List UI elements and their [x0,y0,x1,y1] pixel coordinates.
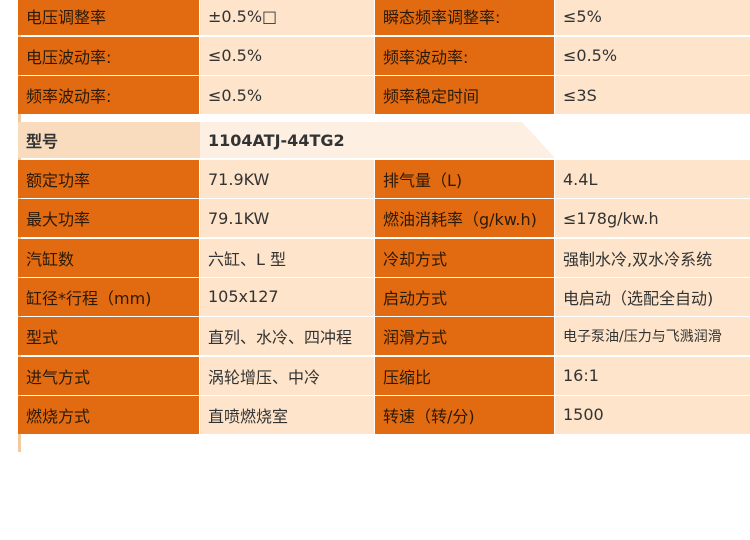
model-label: 型号 [26,132,59,151]
field-label: 电压波动率: [18,36,199,75]
field-label: 润滑方式 [375,317,554,356]
field-value: 16:1 [555,356,750,395]
field-label: 瞬态频率调整率: [375,0,554,35]
field-value: 电子泵油/压力与飞溅润滑 [555,317,750,356]
field-label: 燃烧方式 [18,395,199,434]
field-value: 105x127 [200,277,374,316]
field-label: 最大功率 [18,199,199,238]
field-value: 涡轮增压、中冷 [200,356,374,395]
field-value: 电启动（选配全自动) [555,277,750,316]
field-value: ±0.5%□ [200,0,374,35]
field-label: 冷却方式 [375,238,554,277]
field-label: 启动方式 [375,277,554,316]
field-label: 汽缸数 [18,238,199,277]
field-value: ≤3S [555,76,750,114]
field-value: 71.9KW [200,160,374,198]
field-label: 频率稳定时间 [375,76,554,114]
field-label: 电压调整率 [18,0,199,35]
field-value: 4.4L [555,160,750,198]
field-value: 强制水冷,双水冷系统 [555,238,750,277]
field-label: 频率波动率: [18,76,199,114]
field-label: 转速（转/分) [375,395,554,434]
field-value: ≤0.5% [200,36,374,75]
field-value: ≤5% [555,0,750,35]
field-label: 压缩比 [375,356,554,395]
field-label: 额定功率 [18,160,199,198]
field-value: 79.1KW [200,199,374,238]
model-value: 1104ATJ-44TG2 [208,130,345,150]
field-label: 燃油消耗率（g/kw.h) [375,199,554,238]
field-label: 进气方式 [18,356,199,395]
field-label: 频率波动率: [375,36,554,75]
field-value: ≤0.5% [555,36,750,75]
field-label: 排气量（L) [375,160,554,198]
field-value: 1500 [555,395,750,434]
field-label: 缸径*行程（mm) [18,277,199,316]
field-value: 直喷燃烧室 [200,395,374,434]
field-value: ≤178g/kw.h [555,199,750,238]
field-value: ≤0.5% [200,76,374,114]
field-label: 型式 [18,317,199,356]
field-value: 六缸、L 型 [200,238,374,277]
field-value: 直列、水冷、四冲程 [200,317,374,356]
